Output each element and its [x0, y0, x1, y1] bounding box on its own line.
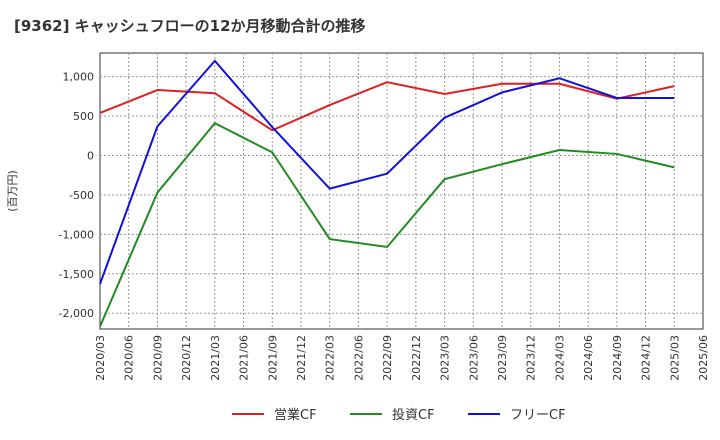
legend-label: フリーCF	[510, 408, 566, 423]
y-tick-label: -2,000	[59, 307, 94, 320]
y-tick-label: -1,000	[59, 228, 94, 241]
x-tick-label: 2025/03	[668, 335, 681, 381]
x-tick-label: 2023/06	[467, 335, 480, 381]
x-tick-label: 2022/09	[381, 335, 394, 381]
y-tick-label: 1,000	[63, 71, 95, 84]
x-tick-label: 2020/06	[123, 335, 136, 381]
x-tick-label: 2023/12	[525, 335, 538, 381]
x-tick-label: 2022/06	[352, 335, 365, 381]
series-line-フリーCF	[99, 59, 675, 285]
x-tick-label: 2020/03	[94, 335, 107, 381]
x-tick-label: 2022/03	[324, 335, 337, 381]
x-tick-label: 2021/09	[266, 335, 279, 381]
x-axis-ticks: 2020/03 2020/06 2020/09 2020/12 2021/03 2021/…	[94, 335, 710, 381]
x-tick-label: 2021/03	[209, 335, 222, 381]
x-tick-label: 2024/06	[582, 335, 595, 381]
series-line-投資CF	[99, 121, 675, 328]
legend-label: 投資CF	[392, 407, 435, 423]
plot-area	[99, 52, 704, 330]
y-axis-ticks: 1,000 500 0 -500 -1,000 -1,500 -2,000	[59, 71, 94, 321]
x-tick-label: 2022/12	[410, 335, 423, 381]
x-tick-label: 2024/03	[553, 335, 566, 381]
y-axis-label: (百万円)	[6, 170, 19, 212]
legend: 営業CF 投資CF フリーCF	[232, 407, 566, 423]
x-tick-label: 2021/06	[238, 335, 251, 381]
x-tick-label: 2023/03	[439, 335, 452, 381]
y-tick-label: -1,500	[59, 268, 94, 281]
x-tick-label: 2020/09	[151, 335, 164, 381]
x-tick-label: 2025/06	[697, 335, 710, 381]
x-tick-label: 2021/12	[295, 335, 308, 381]
grid-vertical	[128, 53, 675, 329]
x-tick-label: 2024/09	[611, 335, 624, 381]
series-line-営業CF	[99, 81, 675, 132]
chart-title: [9362] キャッシュフローの12か月移動合計の推移	[14, 17, 366, 35]
x-tick-label: 2023/09	[496, 335, 509, 381]
y-tick-label: -500	[69, 189, 94, 202]
y-tick-label: 0	[87, 150, 94, 163]
y-tick-label: 500	[73, 110, 94, 123]
x-tick-label: 2024/12	[640, 335, 653, 381]
x-tick-label: 2020/12	[180, 335, 193, 381]
legend-label: 営業CF	[274, 407, 317, 423]
series-lines	[99, 59, 675, 328]
